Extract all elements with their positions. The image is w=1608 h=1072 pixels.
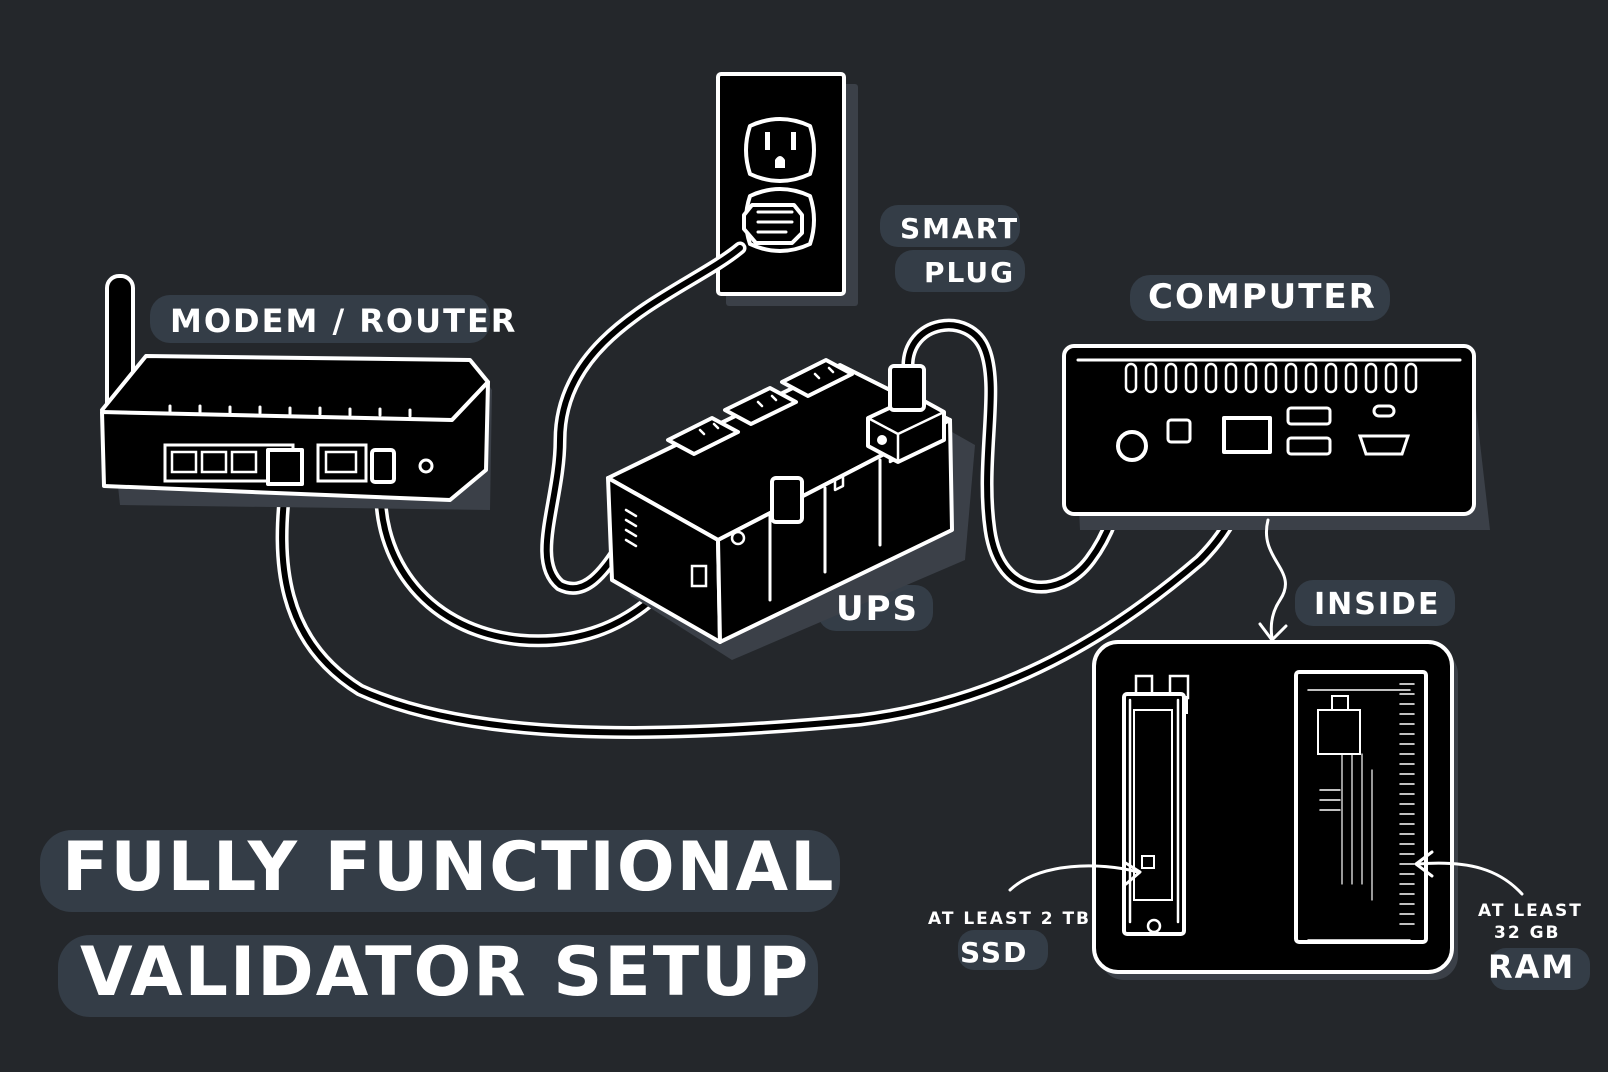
- smart-plug: [866, 364, 946, 464]
- ram-note-line1: AT LEAST: [1478, 901, 1583, 921]
- outlet-socket-plugged: [742, 187, 816, 253]
- labels: MODEM / ROUTER SMART PLUG COMPUTER UPS I…: [62, 212, 1583, 1012]
- modem-router: [100, 274, 492, 510]
- ram-label: RAM: [1488, 948, 1575, 986]
- computer-ethernet-connector: [1222, 416, 1272, 454]
- inside-arrow: [1258, 518, 1288, 642]
- smart-plug-label-line1: SMART: [900, 212, 1019, 245]
- usb-port: [1286, 436, 1332, 456]
- inside-panel: [1008, 640, 1524, 980]
- computer: [1062, 344, 1490, 530]
- ups-top-outlets: [666, 358, 854, 456]
- ram-arrow: [1416, 861, 1524, 896]
- router-power-jack: [418, 458, 434, 474]
- title-line1: FULLY FUNCTIONAL: [62, 828, 836, 907]
- usb-c-port: [1372, 404, 1396, 418]
- router-status-lights: [168, 404, 412, 418]
- ups-label: UPS: [836, 589, 919, 629]
- computer-power-jack: [1116, 430, 1148, 462]
- ram-module: [1294, 670, 1428, 944]
- ssd-module: [1122, 674, 1190, 936]
- computer-ports: [1116, 404, 1411, 462]
- ssd-label: SSD: [960, 936, 1028, 969]
- router-power-connector: [370, 448, 396, 484]
- ram-note-line2: 32 GB: [1494, 923, 1561, 943]
- router-ethernet-connector: [266, 448, 304, 486]
- ssd-arrow: [1008, 864, 1140, 892]
- computer-label: COMPUTER: [1148, 277, 1377, 317]
- outlet-socket: [744, 117, 816, 183]
- smart-plug-label-line2: PLUG: [924, 256, 1015, 289]
- modem-router-label: MODEM / ROUTER: [170, 302, 517, 340]
- label-shadows: [40, 205, 1590, 1017]
- ssd-note-label: AT LEAST 2 TB: [928, 909, 1091, 929]
- usb-port: [1286, 406, 1332, 426]
- ups-power-button: [690, 564, 708, 588]
- computer-vents: [1124, 362, 1418, 394]
- smart-plug-connector: [888, 364, 926, 412]
- cables: [275, 241, 1255, 739]
- ups-side-outlets: [768, 446, 900, 602]
- ups-plug-connector: [770, 476, 804, 524]
- inside-label: INSIDE: [1314, 587, 1440, 622]
- title-line2: VALIDATOR SETUP: [80, 933, 810, 1012]
- wall-outlet: [716, 72, 858, 306]
- hdmi-port: [1357, 434, 1411, 456]
